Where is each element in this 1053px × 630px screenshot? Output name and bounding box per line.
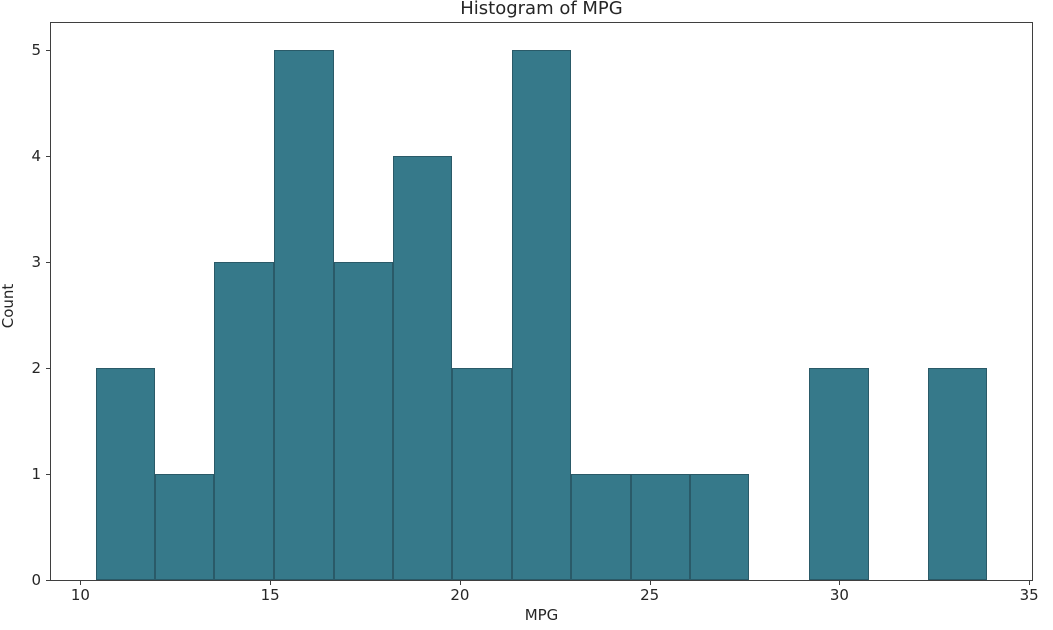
histogram-bar <box>809 367 869 580</box>
histogram-bar <box>333 261 393 580</box>
y-tick-mark <box>46 49 50 51</box>
x-tick-label: 10 <box>70 586 90 604</box>
y-tick-label: 2 <box>31 358 41 377</box>
y-tick-mark <box>46 155 50 157</box>
x-tick-label: 30 <box>829 586 849 604</box>
x-tick-mark <box>80 581 82 585</box>
histogram-bar <box>690 473 750 580</box>
x-tick-mark <box>270 581 272 585</box>
x-tick-label: 25 <box>640 586 660 604</box>
x-tick-mark <box>839 581 841 585</box>
histogram-bar <box>155 473 215 580</box>
y-tick-label: 5 <box>31 40 41 59</box>
histogram-bar <box>927 367 988 580</box>
y-tick-mark <box>46 580 50 581</box>
histogram-bar <box>95 367 156 580</box>
x-tick-label: 35 <box>1019 586 1039 604</box>
x-axis-label: MPG <box>524 606 559 624</box>
plot-area <box>50 22 1033 581</box>
x-tick-mark <box>649 581 651 585</box>
y-tick-mark <box>46 473 50 475</box>
y-tick-label: 0 <box>31 571 41 589</box>
y-tick-mark <box>46 261 50 263</box>
y-axis-label: Count <box>0 283 17 329</box>
x-tick-mark <box>1029 581 1031 585</box>
histogram-bar <box>511 49 572 580</box>
chart-title: Histogram of MPG <box>460 0 623 19</box>
y-tick-mark <box>46 367 50 369</box>
y-tick-label: 1 <box>31 464 41 483</box>
histogram-bar <box>452 367 512 580</box>
x-tick-mark <box>459 581 461 585</box>
histogram-bar <box>214 261 274 580</box>
histogram-bar <box>274 49 334 580</box>
x-tick-label: 20 <box>450 586 470 604</box>
histogram-bar <box>571 473 631 580</box>
histogram-bar <box>630 473 691 580</box>
y-tick-label: 4 <box>31 146 41 165</box>
histogram-bar <box>392 155 453 580</box>
x-tick-label: 15 <box>260 586 280 604</box>
y-tick-label: 3 <box>31 252 41 271</box>
